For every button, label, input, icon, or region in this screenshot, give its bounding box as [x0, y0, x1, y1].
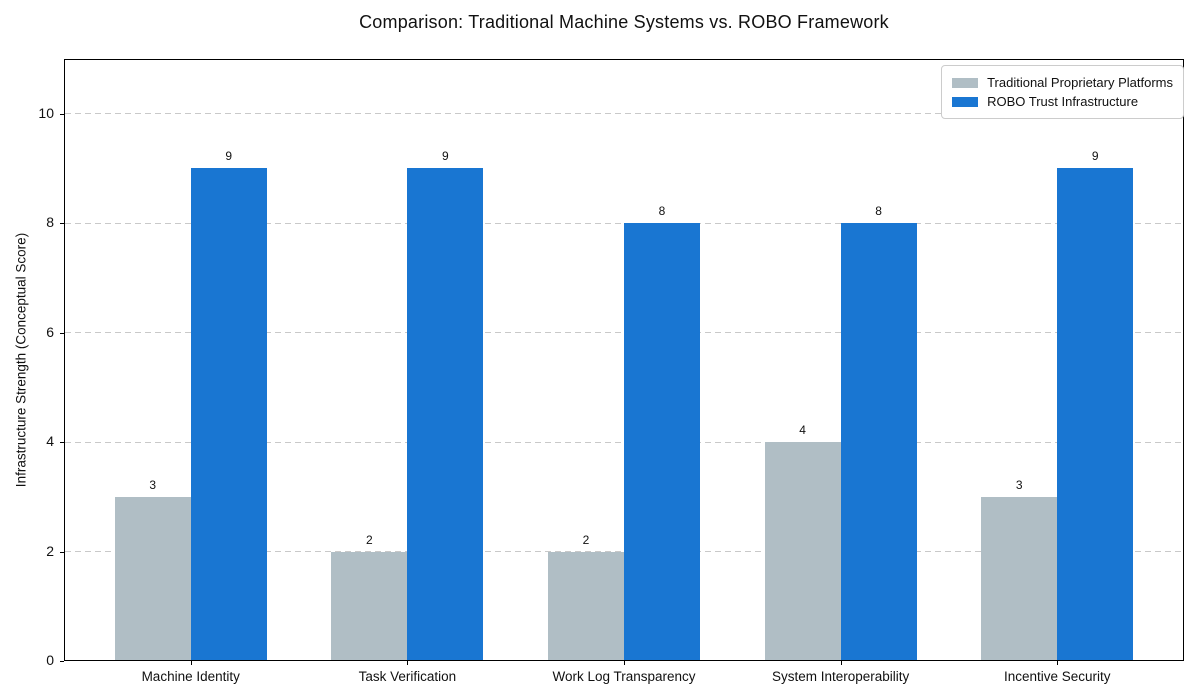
x-tick-mark [407, 661, 409, 665]
bar-traditional [764, 442, 841, 661]
x-tick-mark [840, 661, 842, 665]
x-tick-label: Task Verification [358, 669, 457, 684]
y-tick-mark [60, 113, 64, 115]
y-tick-label: 10 [38, 104, 54, 121]
x-tick-label: Incentive Security [1003, 669, 1111, 684]
y-tick-mark [60, 661, 64, 662]
x-tick-mark [624, 661, 625, 665]
y-tick-mark [60, 442, 64, 444]
bar-value-label: 9 [225, 149, 233, 164]
bar-value-label: 8 [658, 204, 666, 219]
y-tick-label: 8 [46, 214, 54, 231]
bar-value-label: 3 [149, 477, 157, 492]
bar-value-label: 2 [366, 532, 373, 547]
bar-value-label: 8 [875, 204, 882, 219]
legend: Traditional Proprietary Platforms ROBO T… [941, 65, 1184, 119]
chart-title: Comparison: Traditional Machine Systems … [359, 12, 889, 32]
legend-swatch-gray [952, 77, 979, 88]
plot-area [64, 59, 1184, 661]
bar-traditional [548, 551, 624, 661]
legend-label-robo: ROBO Trust Infrastructure [987, 94, 1139, 109]
y-tick-mark [60, 551, 64, 553]
legend-label-traditional: Traditional Proprietary Platforms [987, 75, 1173, 90]
bar-traditional [331, 551, 408, 661]
legend-swatch-blue [952, 96, 979, 107]
y-tick-mark [60, 332, 64, 334]
y-tick-label: 0 [46, 652, 54, 668]
y-tick-mark [60, 223, 64, 225]
bar-robo [190, 168, 267, 661]
gridline [65, 113, 1183, 115]
x-tick-label: System Interoperability [771, 669, 910, 684]
bar-robo [840, 223, 917, 661]
bar-value-label: 2 [582, 532, 590, 547]
x-tick-mark [1057, 661, 1059, 665]
y-tick-label: 2 [46, 542, 54, 559]
bar-value-label: 4 [799, 423, 806, 438]
y-tick-label: 6 [46, 323, 54, 340]
bar-value-label: 9 [1091, 149, 1099, 164]
bar-traditional [114, 496, 191, 661]
x-tick-label: Work Log Transparency [552, 669, 696, 684]
legend-row: ROBO Trust Infrastructure [952, 92, 1173, 111]
bar-value-label: 9 [442, 149, 449, 164]
x-tick-label: Machine Identity [141, 669, 240, 684]
bar-traditional [981, 496, 1058, 661]
bar-robo [1057, 168, 1134, 661]
y-tick-label: 4 [46, 433, 54, 450]
x-tick-mark [190, 661, 192, 665]
legend-row: Traditional Proprietary Platforms [952, 73, 1173, 92]
bar-value-label: 3 [1015, 477, 1023, 492]
bar-robo [407, 168, 484, 661]
bar-robo [624, 223, 700, 661]
